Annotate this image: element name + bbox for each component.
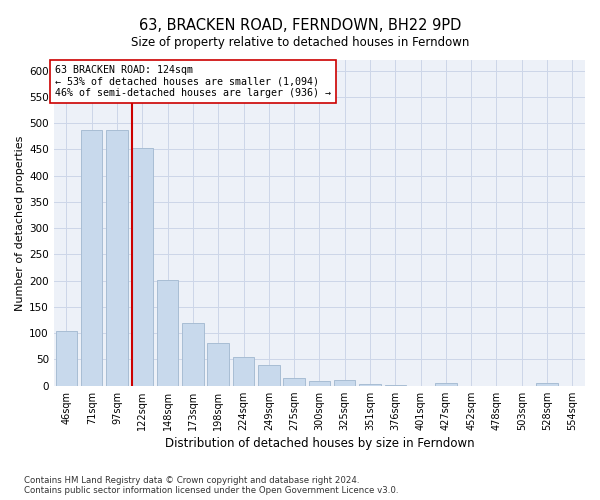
Y-axis label: Number of detached properties: Number of detached properties: [15, 135, 25, 310]
Bar: [334, 380, 355, 386]
Bar: [182, 322, 203, 386]
Bar: [106, 130, 128, 386]
Bar: [131, 148, 153, 386]
Bar: [536, 382, 558, 386]
X-axis label: Distribution of detached houses by size in Ferndown: Distribution of detached houses by size …: [164, 437, 474, 450]
Bar: [258, 364, 280, 386]
Bar: [359, 384, 381, 386]
Bar: [208, 342, 229, 386]
Bar: [56, 330, 77, 386]
Bar: [157, 280, 178, 386]
Bar: [233, 357, 254, 386]
Bar: [283, 378, 305, 386]
Bar: [385, 384, 406, 386]
Bar: [435, 383, 457, 386]
Text: Contains HM Land Registry data © Crown copyright and database right 2024.
Contai: Contains HM Land Registry data © Crown c…: [24, 476, 398, 495]
Bar: [81, 130, 103, 386]
Text: 63, BRACKEN ROAD, FERNDOWN, BH22 9PD: 63, BRACKEN ROAD, FERNDOWN, BH22 9PD: [139, 18, 461, 32]
Text: 63 BRACKEN ROAD: 124sqm
← 53% of detached houses are smaller (1,094)
46% of semi: 63 BRACKEN ROAD: 124sqm ← 53% of detache…: [55, 66, 331, 98]
Text: Size of property relative to detached houses in Ferndown: Size of property relative to detached ho…: [131, 36, 469, 49]
Bar: [308, 382, 330, 386]
